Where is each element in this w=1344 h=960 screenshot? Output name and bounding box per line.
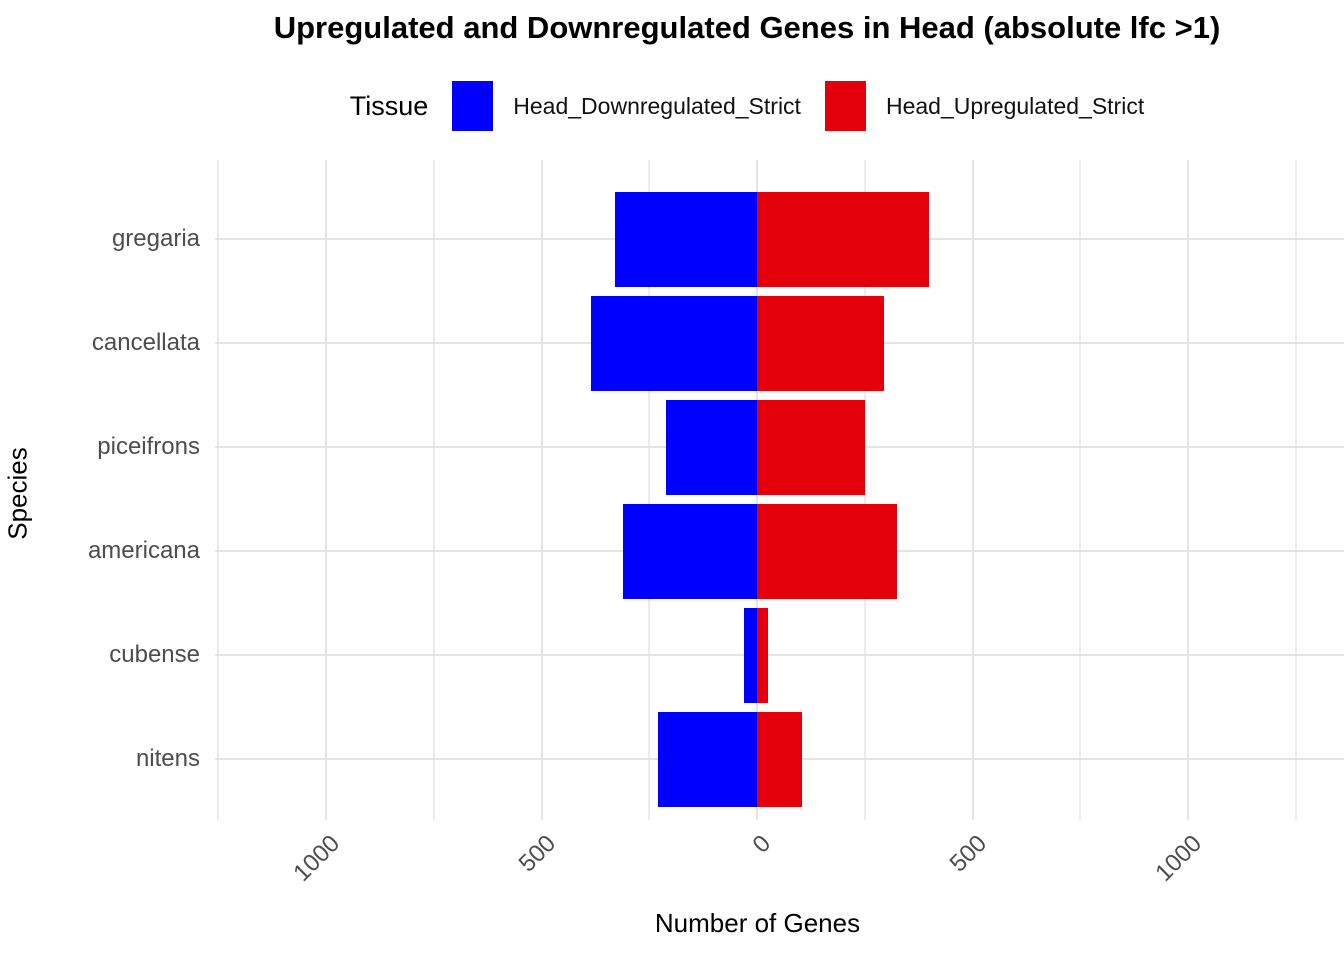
gridline-major-v	[971, 160, 974, 820]
bar-piceifrons-upregulated	[757, 399, 865, 495]
y-tick-label-cancellata: cancellata	[91, 329, 200, 356]
bar-cancellata-downregulated	[591, 295, 757, 391]
gridline-minor-v	[863, 160, 866, 820]
legend-title: Tissue	[349, 90, 429, 121]
bar-cubense-downregulated	[744, 607, 757, 703]
y-tick-label-gregaria: gregaria	[111, 225, 200, 252]
gridline-major-v	[540, 160, 543, 820]
y-axis-title: Species	[2, 447, 33, 540]
bar-cancellata-upregulated	[757, 295, 885, 391]
legend-label-downregulated: Head_Downregulated_Strict	[513, 92, 801, 119]
bar-americana-downregulated	[623, 503, 757, 599]
bar-piceifrons-downregulated	[666, 399, 757, 495]
legend-label-upregulated: Head_Upregulated_Strict	[885, 92, 1145, 119]
bar-americana-upregulated	[757, 503, 898, 599]
bar-cubense-upregulated	[757, 607, 768, 703]
gridline-minor-v	[217, 160, 220, 820]
y-tick-label-cubense: cubense	[109, 641, 200, 668]
gridline-minor-v	[648, 160, 651, 820]
legend-swatch-blue-icon	[452, 81, 494, 131]
legend: Tissue Head_Downregulated_Strict Head_Up…	[150, 78, 1344, 134]
gridline-minor-v	[1294, 160, 1297, 820]
y-tick-label-piceifrons: piceifrons	[97, 433, 200, 460]
y-tick-label-americana: americana	[87, 537, 200, 564]
plot-panel	[215, 160, 1344, 820]
gridline-minor-v	[432, 160, 435, 820]
bar-gregaria-downregulated	[614, 191, 757, 287]
bar-nitens-upregulated	[757, 711, 803, 807]
legend-item-downregulated: Head_Downregulated_Strict	[452, 81, 801, 131]
gridline-major-v	[1187, 160, 1189, 820]
gridline-major-v	[325, 160, 327, 820]
gridline-major-h	[215, 654, 1344, 656]
bar-nitens-downregulated	[657, 711, 757, 807]
chart-title: Upregulated and Downregulated Genes in H…	[273, 10, 1221, 45]
x-axis-title: Number of Genes	[654, 908, 861, 938]
gridline-minor-v	[1079, 160, 1082, 820]
legend-swatch-red-icon	[824, 81, 866, 131]
legend-item-upregulated: Head_Upregulated_Strict	[824, 81, 1145, 131]
bar-gregaria-upregulated	[757, 191, 930, 287]
y-tick-label-nitens: nitens	[135, 745, 200, 772]
